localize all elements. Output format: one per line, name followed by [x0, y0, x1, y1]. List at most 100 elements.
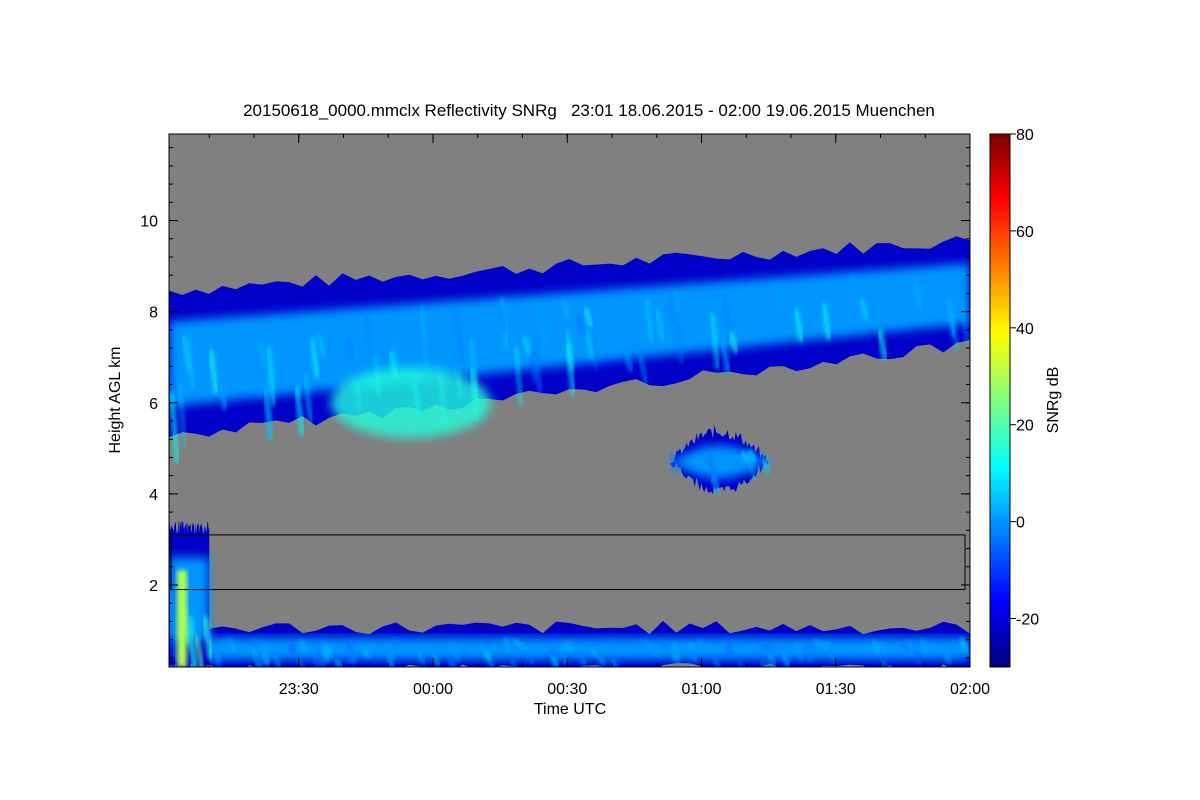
- echo-streak: [849, 273, 859, 311]
- echo-streak: [416, 651, 426, 665]
- echo-streak: [793, 308, 804, 343]
- x-tick-label: 02:00: [950, 681, 990, 698]
- colorbar-tick-label: 60: [1016, 224, 1034, 241]
- y-axis: 2 4 6 8 10: [140, 147, 970, 659]
- echo-streak: [575, 315, 586, 336]
- colorbar-tick-label: -20: [1016, 612, 1039, 629]
- echo-streak: [782, 651, 792, 665]
- colorbar-label: SNRg dB: [1045, 367, 1062, 434]
- echo-streak: [659, 638, 670, 651]
- echo-streak: [262, 387, 274, 441]
- echo-streak: [959, 640, 970, 657]
- echo-streak: [502, 637, 513, 652]
- radar-echoes: [169, 236, 970, 667]
- echo-streak: [912, 281, 923, 309]
- echo-streak: [447, 656, 456, 667]
- echo-peak: [330, 367, 491, 438]
- echo-streak: [583, 307, 594, 328]
- echo-streak: [514, 346, 523, 407]
- echo-streak: [859, 298, 869, 319]
- echo-streak: [323, 644, 335, 659]
- echo-streak: [560, 651, 569, 665]
- x-axis-label: Time UTC: [534, 701, 606, 718]
- echo-streak: [720, 339, 731, 374]
- echo-streak: [298, 639, 308, 653]
- echo-streak: [312, 654, 320, 667]
- y-tick-label: 4: [149, 487, 158, 504]
- echo-streak: [497, 642, 506, 654]
- echo-streak: [590, 647, 600, 659]
- echo-streak: [814, 638, 823, 647]
- echo-streak: [946, 643, 955, 652]
- echo-streak: [756, 638, 766, 653]
- echo-streak: [217, 370, 228, 410]
- echo-streak: [585, 331, 596, 360]
- colorbar-tick-label: 80: [1016, 127, 1034, 144]
- echo-streak: [514, 645, 523, 653]
- echo-streak: [385, 654, 395, 667]
- echo-streak: [303, 375, 313, 424]
- echo-streak: [260, 652, 271, 667]
- echo-streak: [188, 616, 197, 667]
- echo-streak: [346, 656, 355, 665]
- echo-streak: [591, 643, 601, 656]
- echo-streak: [455, 306, 464, 365]
- echo-streak: [170, 373, 180, 401]
- colorbar-tick-label: 20: [1016, 418, 1034, 435]
- echo-streak: [737, 658, 744, 667]
- echo-streak: [725, 646, 735, 658]
- echo-streak: [703, 454, 712, 467]
- chart-title: 20150618_0000.mmclx Reflectivity SNRg 23…: [243, 101, 935, 120]
- echo-streak: [186, 339, 195, 389]
- echo-streak: [607, 639, 616, 654]
- echo-streak: [482, 649, 493, 662]
- echo-streak: [391, 343, 401, 367]
- echo-streak: [253, 658, 262, 667]
- echo-shaft-core: [177, 570, 187, 667]
- echo-streak: [696, 639, 705, 651]
- echo-streak: [765, 657, 773, 667]
- outlined-region: [170, 534, 966, 591]
- echo-streak: [766, 651, 776, 666]
- echo-streak: [808, 638, 819, 652]
- echo-streak: [319, 643, 331, 663]
- echo-streak: [364, 645, 374, 658]
- echo-streak: [670, 651, 680, 664]
- echo-streak: [740, 449, 751, 463]
- echo-streak: [208, 349, 219, 394]
- echo-streak: [960, 302, 970, 347]
- echo-streak: [184, 630, 194, 653]
- echo-streak: [460, 645, 470, 656]
- echo-streak: [294, 386, 305, 437]
- echo-streak: [194, 634, 205, 667]
- echo-streak: [510, 658, 517, 667]
- echo-streak: [802, 643, 814, 662]
- echo-streak: [728, 331, 739, 354]
- echo-streak: [551, 645, 561, 660]
- x-tick-label: 01:30: [816, 681, 856, 698]
- echo-streak: [710, 474, 721, 495]
- echo-streak: [517, 642, 527, 651]
- echo-streak: [235, 329, 245, 375]
- echo-streak: [345, 339, 356, 362]
- y-tick-label: 8: [149, 305, 158, 322]
- echo-streak: [257, 341, 267, 368]
- echo-streak: [478, 312, 489, 361]
- echo-streak: [220, 638, 230, 651]
- echo-streak: [632, 639, 642, 652]
- echo-streak: [214, 656, 222, 667]
- echo-streak: [213, 652, 223, 662]
- echo-streak: [747, 448, 757, 462]
- echo-streak: [507, 637, 518, 656]
- echo-streak: [667, 290, 677, 326]
- x-tick-label: 23:30: [279, 681, 319, 698]
- echo-precipitation-shaft: [169, 520, 213, 667]
- echo-streak: [645, 296, 654, 343]
- echo-streak: [710, 313, 720, 369]
- echo-streak: [538, 305, 548, 346]
- echo-streak: [805, 646, 814, 659]
- echo-streak: [497, 303, 508, 333]
- echo-streak: [911, 645, 921, 665]
- echo-streak: [623, 352, 634, 373]
